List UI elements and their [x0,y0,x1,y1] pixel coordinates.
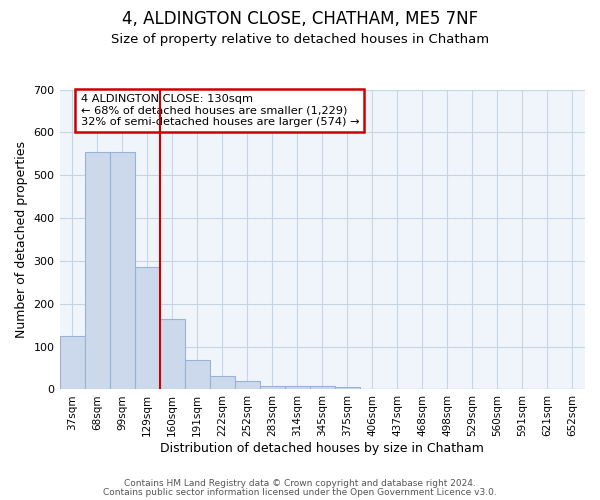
Text: Contains HM Land Registry data © Crown copyright and database right 2024.: Contains HM Land Registry data © Crown c… [124,479,476,488]
Bar [160,319,185,390]
Text: Size of property relative to detached houses in Chatham: Size of property relative to detached ho… [111,32,489,46]
Text: Contains public sector information licensed under the Open Government Licence v3: Contains public sector information licen… [103,488,497,497]
Bar [260,386,285,390]
Bar [110,152,134,390]
Bar [310,386,335,390]
Bar [59,336,85,390]
Bar [335,388,360,390]
Bar [209,376,235,390]
X-axis label: Distribution of detached houses by size in Chatham: Distribution of detached houses by size … [160,442,484,455]
Text: 4 ALDINGTON CLOSE: 130sqm
← 68% of detached houses are smaller (1,229)
32% of se: 4 ALDINGTON CLOSE: 130sqm ← 68% of detac… [80,94,359,127]
Y-axis label: Number of detached properties: Number of detached properties [15,141,28,338]
Bar [85,152,110,390]
Bar [285,386,310,390]
Bar [134,268,160,390]
Bar [235,381,260,390]
Bar [185,360,209,390]
Text: 4, ALDINGTON CLOSE, CHATHAM, ME5 7NF: 4, ALDINGTON CLOSE, CHATHAM, ME5 7NF [122,10,478,28]
